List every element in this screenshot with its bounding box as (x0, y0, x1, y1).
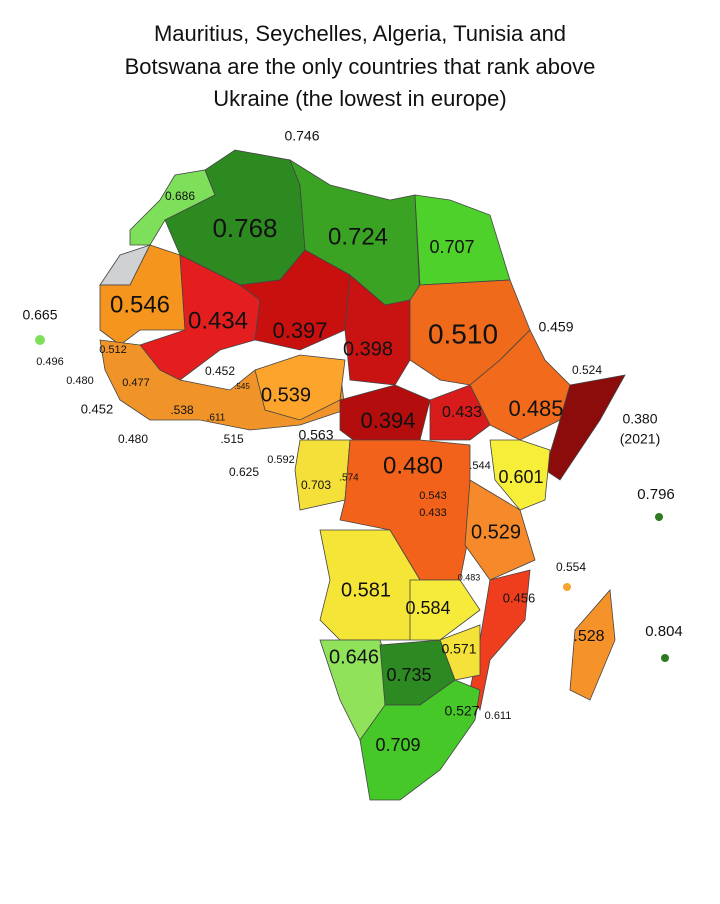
country-value: 0.665 (22, 307, 57, 323)
country-value: 0.592 (267, 454, 295, 466)
country-value: 0.477 (122, 377, 150, 389)
country-value: .538 (170, 403, 194, 417)
seychelles (655, 513, 663, 521)
chad (344, 274, 411, 386)
country-value: 0.397 (272, 318, 327, 343)
country-value: 0.768 (212, 213, 277, 243)
country-value: 0.452 (205, 364, 235, 378)
title: Mauritius, Seychelles, Algeria, Tunisia … (125, 21, 596, 111)
country-value: 0.452 (81, 401, 114, 416)
country-value: 0.581 (341, 579, 391, 601)
south-africa (359, 679, 481, 801)
country-value: 0.625 (229, 465, 259, 479)
tanzania (464, 479, 536, 581)
south-sudan (429, 384, 491, 441)
congo (294, 439, 351, 511)
comoros (563, 583, 571, 591)
country-value: 0.485 (508, 396, 563, 421)
country-value: 0.483 (458, 572, 481, 582)
regions (35, 149, 669, 801)
country-value: 0.539 (261, 384, 311, 406)
country-value: 0.433 (442, 404, 482, 421)
country-value: 0.646 (329, 646, 379, 668)
country-value: 0.571 (441, 641, 476, 657)
country-value: 0.543 (419, 490, 447, 502)
country-value: .515 (220, 432, 244, 446)
somalia (544, 374, 626, 481)
country-value: .545 (234, 382, 250, 391)
country-value: 0.398 (343, 338, 393, 360)
country-value: 0.456 (503, 590, 536, 605)
country-value: .544 (469, 460, 490, 472)
country-value: 0.707 (429, 237, 474, 257)
country-value: .574 (339, 473, 359, 484)
country-value: 0.584 (405, 598, 450, 618)
labels: 0.746 0.686 0.768 0.724 0.707 0.546 0.434 0.397… (22, 128, 682, 755)
country-value: 0.563 (298, 427, 333, 443)
zambia (409, 579, 481, 641)
country-value: 0.724 (328, 223, 388, 250)
country-value: .611 (207, 413, 226, 424)
title-line: Ukraine (the lowest in europe) (213, 86, 506, 111)
country-value: 0.480 (383, 452, 443, 479)
country-value: 0.804 (645, 623, 683, 640)
country-value: 0.510 (428, 318, 498, 349)
country-value: 0.746 (284, 128, 319, 144)
country-value: 0.496 (36, 356, 64, 368)
country-value: 0.703 (301, 478, 331, 492)
country-value: 0.480 (118, 432, 148, 446)
country-value: (2021) (620, 431, 660, 447)
country-value: 0.512 (99, 344, 127, 356)
country-value: .528 (573, 628, 604, 645)
country-value: 0.527 (444, 703, 479, 719)
country-value: 0.709 (375, 735, 420, 755)
country-value: 0.524 (572, 363, 602, 377)
country-value: 0.686 (165, 189, 195, 203)
madagascar (569, 589, 616, 701)
country-value: 0.601 (498, 467, 543, 487)
country-value: 0.394 (360, 408, 415, 433)
egypt (414, 194, 511, 286)
country-value: 0.459 (538, 319, 573, 335)
country-value: 0.433 (419, 507, 447, 519)
country-value: 0.529 (471, 521, 521, 543)
country-value: 0.735 (386, 665, 431, 685)
country-value: 0.546 (110, 291, 170, 318)
kenya (489, 439, 551, 511)
country-value: 0.380 (622, 411, 657, 427)
country-value: 0.611 (485, 710, 512, 722)
cape-verde (35, 335, 45, 345)
country-value: 0.480 (66, 375, 94, 387)
country-value: 0.434 (188, 307, 248, 334)
mauritius (661, 654, 669, 662)
country-value: 0.554 (556, 560, 586, 574)
country-value: 0.796 (637, 486, 675, 503)
title-line: Mauritius, Seychelles, Algeria, Tunisia … (154, 21, 566, 46)
title-line: Botswana are the only countries that ran… (125, 54, 596, 79)
